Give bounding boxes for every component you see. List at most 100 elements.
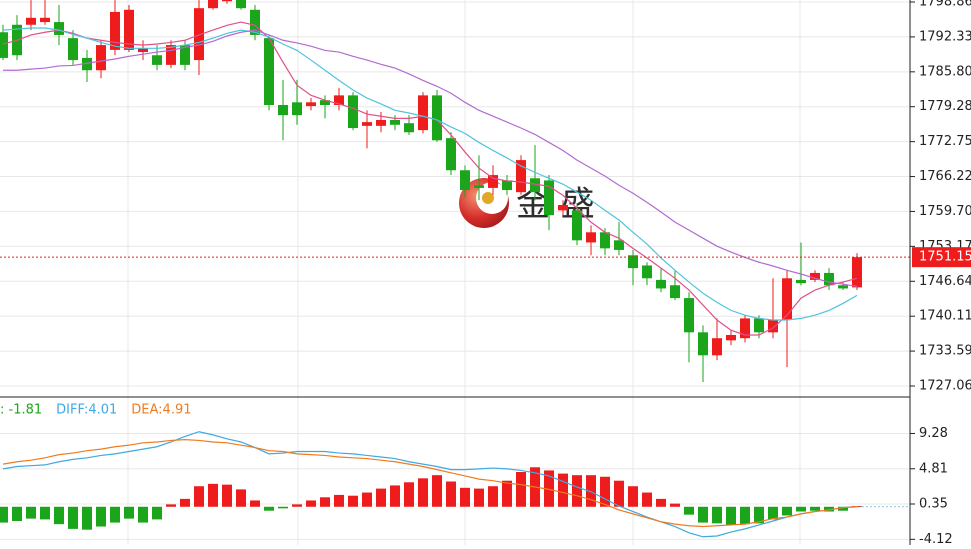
candle-body (796, 279, 806, 284)
y-tick-label: 9.28 (919, 426, 948, 441)
candle-body (838, 285, 848, 289)
macd-bar (306, 500, 316, 507)
candle-body (614, 240, 624, 250)
candle-body (54, 22, 64, 35)
macd-bar (768, 506, 778, 520)
y-tick-label: 1727.06 (919, 379, 971, 394)
macd-bar (96, 506, 106, 527)
candle-body (698, 332, 708, 356)
candle-body (362, 122, 372, 126)
y-tick-label: 1792.33 (919, 29, 971, 44)
indicator-line (3, 29, 858, 287)
macd-bar (488, 486, 498, 507)
candle-body (586, 232, 596, 243)
macd-bar (572, 475, 582, 507)
macd-bar (600, 476, 610, 507)
candle-body (740, 318, 750, 339)
macd-bar (446, 481, 456, 507)
y-tick-label: 1746.64 (919, 274, 971, 289)
y-tick-label: 1740.11 (919, 309, 971, 324)
candle-body (68, 38, 78, 61)
macd-bar (726, 506, 736, 525)
candle-body (502, 180, 512, 191)
y-tick-label: 1772.75 (919, 134, 971, 149)
candle-body (824, 272, 834, 286)
legend-label: DIFF:4.01 (56, 403, 117, 418)
macd-bar (292, 504, 302, 507)
y-tick-label: 1779.28 (919, 99, 971, 114)
candle-body (194, 8, 204, 61)
macd-bar (670, 503, 680, 507)
macd-bar (278, 506, 288, 509)
candle-body (306, 102, 316, 107)
candle-body (0, 32, 8, 58)
candle-body (208, 0, 218, 9)
indicator-line (2, 27, 858, 321)
macd-bar (166, 504, 176, 507)
candle-body (278, 104, 288, 116)
candle-body (572, 210, 582, 241)
last-price-tag (912, 247, 971, 268)
macd-bar (684, 506, 694, 515)
candle-body (236, 0, 246, 9)
grid-layer (0, 0, 910, 545)
last-price-label: 1751.15 (919, 250, 971, 265)
macd-bar (250, 500, 260, 507)
candle-body (726, 334, 736, 341)
candle-body (530, 178, 540, 193)
candle-body (96, 45, 106, 71)
candle-body (782, 278, 792, 321)
macd-bar (824, 506, 834, 512)
candle-body (628, 255, 638, 269)
macd-bar (642, 492, 652, 507)
macd-bar (208, 483, 218, 507)
macd-bar (810, 506, 820, 511)
macd-bar (180, 498, 190, 507)
candle-body (460, 170, 470, 191)
candle-body (152, 55, 162, 65)
candle-body (712, 338, 722, 356)
y-tick-label: 1785.80 (919, 64, 971, 79)
macd-bar (712, 506, 722, 524)
macd-bar (376, 488, 386, 507)
macd-bar (404, 482, 414, 507)
candle-body (40, 17, 50, 23)
macd-bar (698, 506, 708, 523)
macd-bar (40, 506, 50, 520)
candle-body (488, 175, 498, 188)
candle-body (124, 9, 134, 50)
candle-body (166, 45, 176, 65)
macd-bar (586, 475, 596, 507)
y-tick-label: 0.35 (919, 497, 948, 512)
macd-bar (502, 480, 512, 507)
macd-bar (614, 480, 624, 507)
candle-body (334, 95, 344, 105)
price-plot (0, 0, 910, 383)
candle-body (810, 272, 820, 280)
macd-bar (852, 505, 862, 507)
candle-body (446, 138, 456, 171)
macd-bar (222, 484, 232, 507)
macd-bar (432, 475, 442, 507)
candle-body (684, 298, 694, 333)
y-tick-label: 1766.22 (919, 169, 971, 184)
macd-bar (628, 486, 638, 507)
macd-bar (12, 506, 22, 521)
macd-bar (782, 506, 792, 516)
macd-bar (544, 470, 554, 507)
candle-body (852, 257, 862, 288)
macd-bar (460, 487, 470, 507)
candle-body (320, 100, 330, 105)
macd-bar (754, 506, 764, 524)
indicator-line (2, 21, 858, 336)
macd-bar (138, 506, 148, 523)
macd-bar (838, 506, 848, 511)
candle-body (264, 38, 274, 105)
macd-bar (236, 489, 246, 507)
candle-body (544, 180, 554, 216)
candle-body (516, 160, 526, 193)
y-tick-label: 4.81 (919, 461, 948, 476)
candle-body (222, 0, 232, 2)
candle-body (348, 95, 358, 128)
